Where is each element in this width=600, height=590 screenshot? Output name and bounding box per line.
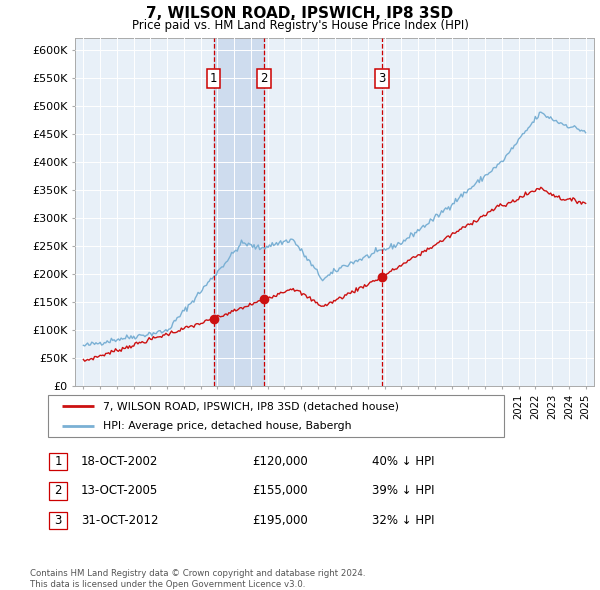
Text: £195,000: £195,000 [252, 514, 308, 527]
Text: 32% ↓ HPI: 32% ↓ HPI [372, 514, 434, 527]
Text: 31-OCT-2012: 31-OCT-2012 [81, 514, 158, 527]
Text: 7, WILSON ROAD, IPSWICH, IP8 3SD: 7, WILSON ROAD, IPSWICH, IP8 3SD [146, 6, 454, 21]
Text: 18-OCT-2002: 18-OCT-2002 [81, 455, 158, 468]
Text: Contains HM Land Registry data © Crown copyright and database right 2024.
This d: Contains HM Land Registry data © Crown c… [30, 569, 365, 589]
Bar [214, 38, 264, 386]
Text: 3: 3 [378, 72, 386, 85]
Text: 7, WILSON ROAD, IPSWICH, IP8 3SD (detached house): 7, WILSON ROAD, IPSWICH, IP8 3SD (detach… [103, 401, 399, 411]
Text: 13-OCT-2005: 13-OCT-2005 [81, 484, 158, 497]
Text: 1: 1 [55, 455, 62, 468]
Text: 2: 2 [55, 484, 62, 497]
Text: 1: 1 [210, 72, 218, 85]
Text: HPI: Average price, detached house, Babergh: HPI: Average price, detached house, Babe… [103, 421, 351, 431]
Text: Price paid vs. HM Land Registry's House Price Index (HPI): Price paid vs. HM Land Registry's House … [131, 19, 469, 32]
Text: £120,000: £120,000 [252, 455, 308, 468]
Text: £155,000: £155,000 [252, 484, 308, 497]
Text: 40% ↓ HPI: 40% ↓ HPI [372, 455, 434, 468]
Text: 2: 2 [260, 72, 268, 85]
Text: 39% ↓ HPI: 39% ↓ HPI [372, 484, 434, 497]
Text: 3: 3 [55, 514, 62, 527]
